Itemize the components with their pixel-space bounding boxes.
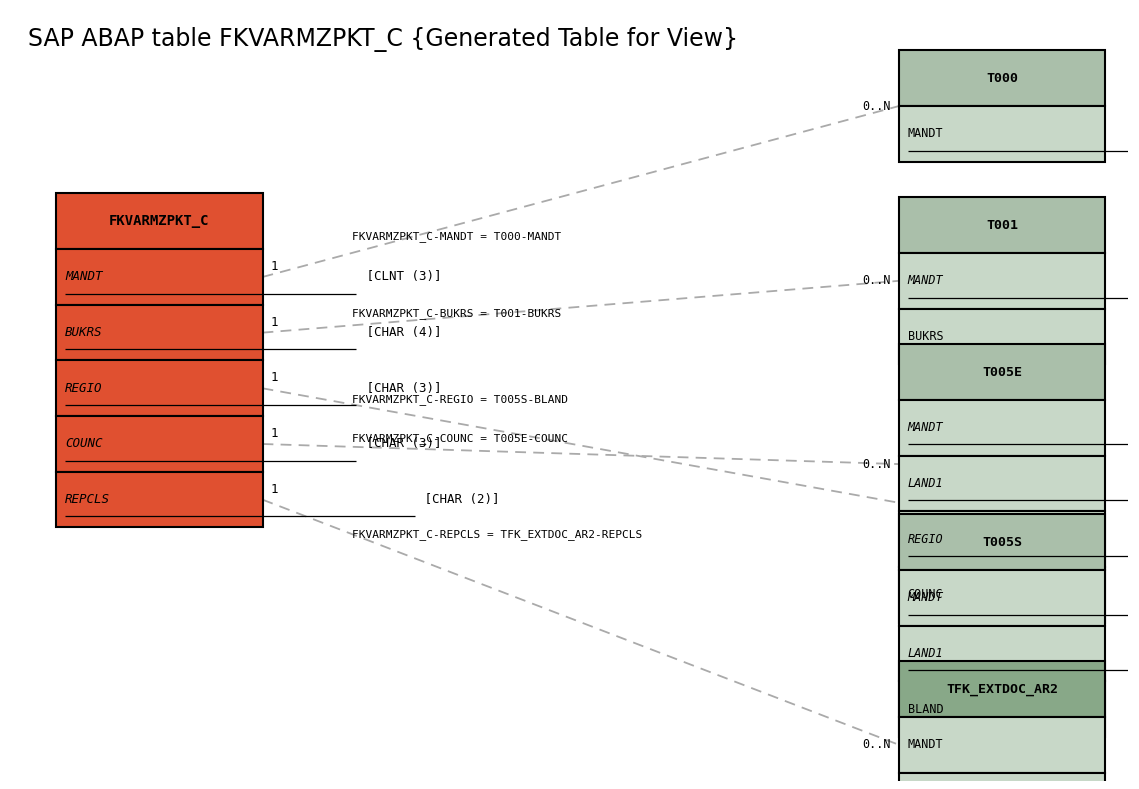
FancyBboxPatch shape (56, 193, 262, 249)
Text: [CHAR (3)]: [CHAR (3)] (359, 437, 441, 451)
FancyBboxPatch shape (899, 570, 1105, 626)
FancyBboxPatch shape (899, 567, 1105, 623)
Text: FKVARMZPKT_C-REGIO = T005S-BLAND: FKVARMZPKT_C-REGIO = T005S-BLAND (352, 394, 568, 405)
FancyBboxPatch shape (899, 682, 1105, 737)
FancyBboxPatch shape (899, 253, 1105, 308)
Text: [CHAR (4)]: [CHAR (4)] (359, 326, 441, 339)
Text: SAP ABAP table FKVARMZPKT_C {Generated Table for View}: SAP ABAP table FKVARMZPKT_C {Generated T… (28, 28, 738, 52)
FancyBboxPatch shape (899, 717, 1105, 772)
Text: REGIO: REGIO (908, 533, 943, 545)
FancyBboxPatch shape (899, 626, 1105, 682)
FancyBboxPatch shape (56, 249, 262, 305)
Text: FKVARMZPKT_C-MANDT = T000-MANDT: FKVARMZPKT_C-MANDT = T000-MANDT (352, 231, 562, 242)
Text: 0..N: 0..N (862, 739, 891, 751)
FancyBboxPatch shape (56, 361, 262, 416)
Text: [CHAR (3)]: [CHAR (3)] (359, 382, 441, 394)
FancyBboxPatch shape (899, 772, 1105, 789)
Text: REGIO: REGIO (65, 382, 103, 394)
FancyBboxPatch shape (899, 308, 1105, 365)
Text: BUKRS: BUKRS (908, 330, 943, 343)
FancyBboxPatch shape (899, 661, 1105, 717)
Text: 1: 1 (270, 427, 278, 440)
Text: T005S: T005S (982, 536, 1022, 548)
Text: FKVARMZPKT_C-COUNC = T005E-COUNC: FKVARMZPKT_C-COUNC = T005E-COUNC (352, 433, 568, 443)
Text: COUNC: COUNC (65, 437, 103, 451)
FancyBboxPatch shape (56, 416, 262, 472)
Text: BLAND: BLAND (908, 703, 943, 716)
Text: MANDT: MANDT (908, 592, 943, 604)
Text: MANDT: MANDT (908, 275, 943, 287)
Text: 1: 1 (270, 483, 278, 495)
Text: BUKRS: BUKRS (65, 326, 103, 339)
FancyBboxPatch shape (899, 344, 1105, 400)
Text: COUNC: COUNC (908, 589, 943, 601)
Text: FKVARMZPKT_C: FKVARMZPKT_C (109, 215, 210, 228)
Text: MANDT: MANDT (908, 128, 943, 140)
FancyBboxPatch shape (899, 197, 1105, 253)
Text: T001: T001 (986, 219, 1018, 232)
Text: REPCLS: REPCLS (65, 493, 110, 507)
Text: T000: T000 (986, 72, 1018, 84)
Text: FKVARMZPKT_C-BUKRS = T001-BUKRS: FKVARMZPKT_C-BUKRS = T001-BUKRS (352, 308, 562, 320)
FancyBboxPatch shape (899, 106, 1105, 162)
Text: FKVARMZPKT_C-REPCLS = TFK_EXTDOC_AR2-REPCLS: FKVARMZPKT_C-REPCLS = TFK_EXTDOC_AR2-REP… (352, 529, 642, 540)
FancyBboxPatch shape (899, 514, 1105, 570)
Text: 1: 1 (270, 372, 278, 384)
Text: 0..N: 0..N (862, 99, 891, 113)
Text: 0..N: 0..N (862, 275, 891, 287)
FancyBboxPatch shape (899, 50, 1105, 106)
Text: MANDT: MANDT (908, 739, 943, 751)
Text: 1: 1 (270, 316, 278, 329)
Text: [CHAR (2)]: [CHAR (2)] (417, 493, 499, 507)
Text: MANDT: MANDT (908, 421, 943, 434)
FancyBboxPatch shape (56, 472, 262, 528)
FancyBboxPatch shape (899, 511, 1105, 567)
FancyBboxPatch shape (56, 305, 262, 361)
Text: [CLNT (3)]: [CLNT (3)] (359, 271, 441, 283)
Text: LAND1: LAND1 (908, 647, 943, 660)
FancyBboxPatch shape (899, 455, 1105, 511)
FancyBboxPatch shape (899, 400, 1105, 455)
Text: T005E: T005E (982, 365, 1022, 379)
Text: 1: 1 (270, 260, 278, 273)
Text: 0..N: 0..N (862, 458, 891, 470)
Text: MANDT: MANDT (65, 271, 103, 283)
Text: LAND1: LAND1 (908, 477, 943, 490)
Text: TFK_EXTDOC_AR2: TFK_EXTDOC_AR2 (947, 682, 1058, 696)
